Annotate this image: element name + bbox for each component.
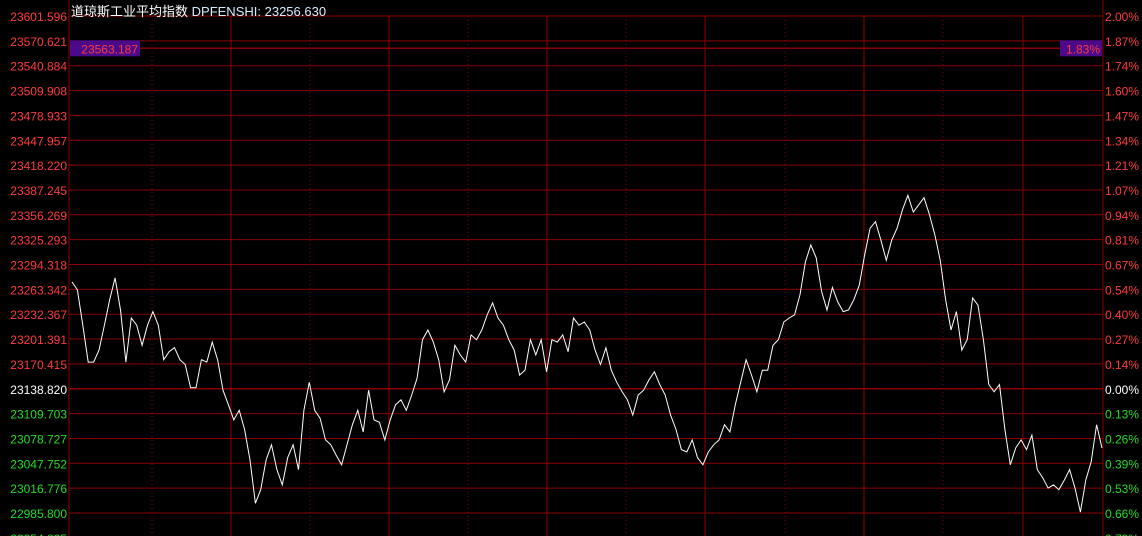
right-tick-label: 1.74% <box>1105 60 1139 74</box>
left-tick-label: 23109.703 <box>10 408 67 422</box>
left-tick-label: 23356.269 <box>10 209 67 223</box>
index-code: DPFENSHI <box>191 4 258 19</box>
left-tick-label: 23170.415 <box>10 358 67 372</box>
right-tick-label: 0.00% <box>1105 383 1139 397</box>
index-value: 23256.630 <box>264 4 327 19</box>
left-tick-label: 23601.596 <box>10 10 67 24</box>
crosshair-percent-bg <box>1060 40 1102 57</box>
right-tick-label: 0.53% <box>1105 482 1139 496</box>
right-tick-label: 1.34% <box>1105 134 1139 148</box>
right-tick-label: 0.26% <box>1105 432 1139 446</box>
right-tick-label: 1.60% <box>1105 85 1139 99</box>
chart-header: 道琼斯工业平均指数 DPFENSHI: 23256.630 <box>71 1 326 20</box>
right-tick-label: 0.54% <box>1105 283 1139 297</box>
right-tick-label: 0.14% <box>1105 358 1139 372</box>
right-tick-label: 1.47% <box>1105 109 1139 123</box>
left-tick-label: 23570.621 <box>10 35 67 49</box>
right-tick-label: 0.79% <box>1105 532 1139 536</box>
right-tick-label: 0.94% <box>1105 209 1139 223</box>
left-tick-label: 23418.220 <box>10 159 67 173</box>
grid <box>68 0 1104 536</box>
crosshair: 23563.187 1.83% <box>69 40 1103 57</box>
left-tick-label: 23325.293 <box>10 234 67 248</box>
left-tick-label: 23509.908 <box>10 85 67 99</box>
left-tick-label: 23294.318 <box>10 259 67 273</box>
crosshair-price-label: 23563.187 <box>81 42 138 56</box>
crosshair-percent-label: 1.83% <box>1066 42 1100 56</box>
right-tick-label: 0.67% <box>1105 259 1139 273</box>
left-tick-label: 22985.800 <box>10 507 67 521</box>
header-separator: : <box>257 4 265 19</box>
left-tick-label: 23016.776 <box>10 482 67 496</box>
right-tick-label: 0.66% <box>1105 507 1139 521</box>
right-tick-label: 0.27% <box>1105 333 1139 347</box>
right-tick-label: 0.40% <box>1105 308 1139 322</box>
left-tick-label: 23540.884 <box>10 60 67 74</box>
left-tick-label: 23478.933 <box>10 109 67 123</box>
right-percent-axis: 2.00% 1.87% 1.74% 1.60% 1.47% 1.34% 1.21% 1.07%… <box>1105 10 1139 536</box>
left-tick-label: 23078.727 <box>10 432 67 446</box>
right-tick-label: 0.13% <box>1105 408 1139 422</box>
right-tick-label: 1.21% <box>1105 159 1139 173</box>
left-tick-label: 23263.342 <box>10 283 67 297</box>
right-tick-label: 0.39% <box>1105 457 1139 471</box>
left-tick-label: 23232.367 <box>10 308 67 322</box>
right-tick-label: 1.07% <box>1105 184 1139 198</box>
left-tick-label: 23387.245 <box>10 184 67 198</box>
right-tick-label: 0.81% <box>1105 234 1139 248</box>
left-tick-label: 22954.825 <box>10 532 67 536</box>
index-name: 道琼斯工业平均指数 <box>71 4 189 19</box>
right-tick-label: 2.00% <box>1105 10 1139 24</box>
price-line <box>71 193 1103 513</box>
left-tick-label: 23447.957 <box>10 134 67 148</box>
left-tick-label: 23201.391 <box>10 333 67 347</box>
right-tick-label: 1.87% <box>1105 35 1139 49</box>
left-tick-label: 23138.820 <box>10 383 67 397</box>
left-price-axis: 23601.596 23570.621 23540.884 23509.908 2347… <box>10 10 67 536</box>
crosshair-price-bg <box>70 40 140 57</box>
left-tick-label: 23047.752 <box>10 457 67 471</box>
